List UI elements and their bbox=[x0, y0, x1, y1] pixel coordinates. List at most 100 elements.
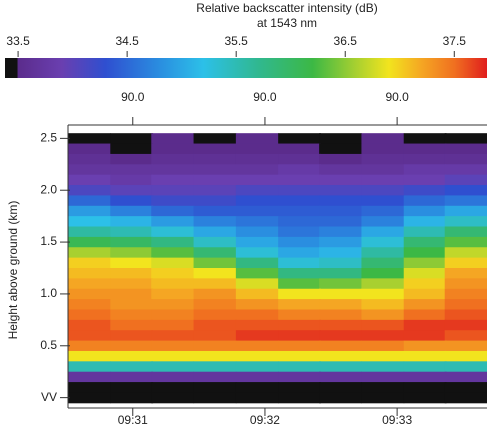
heatmap-cell bbox=[444, 330, 487, 342]
heatmap-cell bbox=[235, 247, 279, 259]
heatmap-cell bbox=[193, 340, 237, 352]
heatmap-cell bbox=[444, 164, 487, 176]
colorbar-tick-label: 33.5 bbox=[6, 34, 30, 48]
heatmap-cell bbox=[110, 195, 154, 207]
heatmap-cell bbox=[151, 382, 195, 393]
heatmap-cell bbox=[151, 268, 195, 279]
heatmap-cell bbox=[403, 278, 447, 290]
heatmap-cell bbox=[319, 216, 362, 228]
heatmap-cell bbox=[361, 330, 405, 342]
heatmap-cell bbox=[444, 216, 487, 228]
heatmap-cell bbox=[361, 164, 405, 176]
heatmap-cell bbox=[151, 340, 195, 352]
heatmap-cell bbox=[235, 205, 279, 217]
heatmap-cell bbox=[319, 278, 362, 290]
heatmap-cell bbox=[319, 205, 362, 217]
heatmap-cell bbox=[319, 288, 362, 300]
heatmap-cell bbox=[235, 392, 279, 404]
heatmap-cell bbox=[319, 319, 362, 331]
heatmap-cell bbox=[110, 153, 154, 165]
heatmap-cell bbox=[403, 174, 447, 186]
heatmap-cell bbox=[68, 226, 111, 238]
heatmap-cell bbox=[403, 340, 447, 352]
colorbar-tick-label: 35.5 bbox=[225, 34, 249, 48]
heatmap-cell bbox=[68, 340, 111, 352]
heatmap-cell bbox=[278, 185, 321, 196]
heatmap-cell bbox=[319, 361, 362, 373]
heatmap-cell bbox=[151, 143, 195, 155]
heatmap-cell bbox=[361, 153, 405, 165]
heatmap-cell bbox=[151, 278, 195, 290]
heatmap-cell bbox=[278, 350, 321, 362]
heatmap-cell bbox=[193, 309, 237, 321]
heatmap-cell bbox=[403, 319, 447, 331]
heatmap-cell bbox=[361, 319, 405, 331]
heatmap-cell bbox=[193, 288, 237, 300]
heatmap-cell bbox=[193, 299, 237, 310]
heatmap-cell bbox=[193, 278, 237, 290]
heatmap-cell bbox=[403, 133, 447, 145]
heatmap-cell bbox=[68, 309, 111, 321]
heatmap-cell bbox=[110, 309, 154, 321]
heatmap-cell bbox=[278, 174, 321, 186]
heatmap-cell bbox=[193, 350, 237, 362]
heatmap-cell bbox=[110, 330, 154, 342]
heatmap-cell bbox=[193, 268, 237, 279]
heatmap-cell bbox=[110, 174, 154, 186]
heatmap-cell bbox=[403, 288, 447, 300]
heatmap-cell bbox=[319, 268, 362, 279]
heatmap-cell bbox=[151, 319, 195, 331]
heatmap-cell bbox=[151, 361, 195, 373]
colorbar-tick-label: 37.5 bbox=[443, 34, 467, 48]
heatmap-cell bbox=[361, 268, 405, 279]
heatmap-cell bbox=[110, 133, 154, 145]
heatmap-cell bbox=[68, 236, 111, 248]
heatmap-cell bbox=[193, 195, 237, 207]
heatmap-cell bbox=[68, 195, 111, 207]
heatmap-cell bbox=[151, 133, 195, 145]
heatmap-cell bbox=[193, 382, 237, 393]
x2-tick-label: 90.0 bbox=[121, 90, 145, 104]
heatmap-cell bbox=[361, 174, 405, 186]
heatmap-cell bbox=[444, 153, 487, 165]
colorbar-tick-label: 36.5 bbox=[334, 34, 358, 48]
heatmap-cell bbox=[403, 309, 447, 321]
heatmap-cell bbox=[151, 153, 195, 165]
heatmap-cell bbox=[361, 361, 405, 373]
heatmap-cell bbox=[151, 205, 195, 217]
heatmap-cell bbox=[193, 216, 237, 228]
heatmap-cell bbox=[319, 143, 362, 155]
heatmap-cell bbox=[319, 164, 362, 176]
heatmap-cell bbox=[235, 278, 279, 290]
heatmap-cell bbox=[68, 350, 111, 362]
heatmap-cell bbox=[193, 247, 237, 259]
heatmap-cell bbox=[193, 185, 237, 196]
heatmap-cell bbox=[444, 268, 487, 279]
heatmap-cell bbox=[403, 247, 447, 259]
heatmap-cell bbox=[278, 371, 321, 383]
heatmap-cell bbox=[193, 174, 237, 186]
heatmap-cell bbox=[193, 205, 237, 217]
x2-tick-label: 90.0 bbox=[385, 90, 409, 104]
heatmap-cell bbox=[278, 195, 321, 207]
heatmap-cell bbox=[444, 392, 487, 404]
heatmap-cell bbox=[361, 382, 405, 393]
heatmap-cell bbox=[235, 216, 279, 228]
heatmap-cell bbox=[403, 371, 447, 383]
colorbar bbox=[5, 58, 487, 78]
heatmap-cell bbox=[151, 257, 195, 269]
heatmap-cell bbox=[278, 278, 321, 290]
heatmap-cell bbox=[278, 309, 321, 321]
heatmap-cell bbox=[151, 174, 195, 186]
heatmap-cell bbox=[110, 350, 154, 362]
heatmap-cell bbox=[151, 236, 195, 248]
heatmap-cell bbox=[319, 299, 362, 310]
y-tick-label: 2.5 bbox=[40, 131, 57, 145]
heatmap-cell bbox=[361, 350, 405, 362]
heatmap-cell bbox=[403, 330, 447, 342]
heatmap-cell bbox=[319, 382, 362, 393]
heatmap-cell bbox=[235, 299, 279, 310]
heatmap-cell bbox=[68, 164, 111, 176]
x-tick-label: 09:33 bbox=[382, 413, 412, 427]
